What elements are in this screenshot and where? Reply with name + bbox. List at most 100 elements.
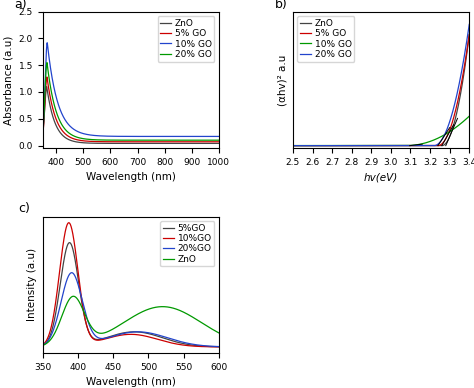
- X-axis label: Wavelength (nm): Wavelength (nm): [86, 378, 176, 387]
- 10% GO: [466, 114, 472, 118]
- Line: ZnO: ZnO: [43, 87, 219, 144]
- 5%GO: [108, 334, 113, 339]
- 20% GO: [365, 143, 371, 148]
- 20%GO: [194, 343, 200, 347]
- ZnO: [213, 329, 219, 333]
- 10% GO: [108, 134, 113, 139]
- 5% GO: [290, 143, 296, 148]
- ZnO: [71, 294, 76, 299]
- Text: c): c): [18, 203, 30, 215]
- 10% GO: [310, 143, 316, 148]
- Legend: ZnO, 5% GO, 10% GO, 20% GO: ZnO, 5% GO, 10% GO, 20% GO: [157, 16, 214, 62]
- 20% GO: [108, 138, 113, 142]
- ZnO: [60, 312, 65, 316]
- 5%GO: [194, 343, 200, 348]
- 10%GO: [115, 333, 121, 338]
- Line: 5%GO: 5%GO: [43, 242, 219, 347]
- 5% GO: [40, 134, 46, 139]
- ZnO: [213, 141, 219, 146]
- 5% GO: [194, 139, 200, 144]
- 20%GO: [71, 271, 76, 276]
- Line: 5% GO: 5% GO: [43, 77, 219, 142]
- ZnO: [194, 141, 200, 146]
- 20%GO: [108, 335, 113, 340]
- 5%GO: [216, 345, 222, 349]
- 5% GO: [108, 139, 113, 144]
- 5%GO: [67, 240, 73, 245]
- 20% GO: [290, 143, 296, 148]
- 20% GO: [444, 127, 450, 132]
- 10%GO: [108, 335, 113, 340]
- Line: 10% GO: 10% GO: [293, 116, 469, 146]
- Line: 10%GO: 10%GO: [43, 223, 219, 347]
- 10% GO: [321, 143, 327, 148]
- 10%GO: [71, 234, 76, 239]
- ZnO: [40, 133, 46, 138]
- 10%GO: [213, 345, 219, 349]
- ZnO: [115, 324, 121, 328]
- 10% GO: [358, 143, 364, 148]
- 20%GO: [115, 333, 121, 337]
- X-axis label: Wavelength (nm): Wavelength (nm): [86, 173, 176, 182]
- Text: b): b): [275, 0, 288, 10]
- 20%GO: [40, 343, 46, 347]
- Line: ZnO: ZnO: [43, 296, 219, 345]
- ZnO: [115, 141, 121, 146]
- ZnO: [365, 143, 371, 148]
- 5% GO: [358, 143, 364, 148]
- 20% GO: [310, 143, 316, 148]
- 20%GO: [213, 344, 219, 349]
- ZnO: [216, 331, 222, 335]
- 5% GO: [466, 32, 472, 37]
- 10% GO: [115, 134, 121, 139]
- 5%GO: [71, 249, 76, 253]
- ZnO: [216, 141, 222, 146]
- ZnO: [71, 139, 76, 144]
- ZnO: [194, 317, 200, 322]
- 10% GO: [194, 134, 200, 139]
- ZnO: [321, 143, 327, 148]
- Line: 5% GO: 5% GO: [293, 35, 469, 146]
- Line: ZnO: ZnO: [293, 35, 469, 146]
- Text: a): a): [14, 0, 27, 10]
- 20% GO: [71, 133, 76, 138]
- 20% GO: [213, 138, 219, 142]
- 5% GO: [216, 139, 222, 144]
- 5% GO: [444, 134, 450, 139]
- ZnO: [466, 32, 472, 37]
- 10% GO: [71, 126, 76, 131]
- 20% GO: [358, 143, 364, 148]
- 10% GO: [216, 134, 222, 139]
- 20% GO: [463, 45, 469, 49]
- 20% GO: [194, 138, 200, 142]
- Legend: ZnO, 5% GO, 10% GO, 20% GO: ZnO, 5% GO, 10% GO, 20% GO: [298, 16, 355, 62]
- 5% GO: [310, 143, 316, 148]
- 10% GO: [365, 143, 371, 148]
- 5%GO: [115, 332, 121, 336]
- ZnO: [463, 59, 469, 63]
- 10% GO: [213, 134, 219, 139]
- Y-axis label: Intensity (a.u): Intensity (a.u): [27, 248, 37, 321]
- 20%GO: [69, 270, 74, 275]
- 5%GO: [40, 343, 46, 348]
- 20%GO: [60, 293, 65, 297]
- 20% GO: [321, 143, 327, 148]
- 20%GO: [216, 344, 222, 349]
- 20% GO: [60, 124, 66, 128]
- ZnO: [44, 84, 50, 89]
- ZnO: [290, 143, 296, 148]
- 5% GO: [321, 143, 327, 148]
- 5%GO: [60, 265, 65, 270]
- 5% GO: [365, 143, 371, 148]
- ZnO: [310, 143, 316, 148]
- Line: 20% GO: 20% GO: [293, 24, 469, 146]
- 10% GO: [444, 131, 450, 136]
- 5% GO: [463, 55, 469, 60]
- ZnO: [444, 140, 450, 144]
- ZnO: [108, 141, 113, 146]
- 20% GO: [115, 138, 121, 142]
- 20% GO: [44, 60, 50, 65]
- Line: 20% GO: 20% GO: [43, 62, 219, 140]
- 10%GO: [66, 220, 72, 225]
- 10%GO: [216, 345, 222, 349]
